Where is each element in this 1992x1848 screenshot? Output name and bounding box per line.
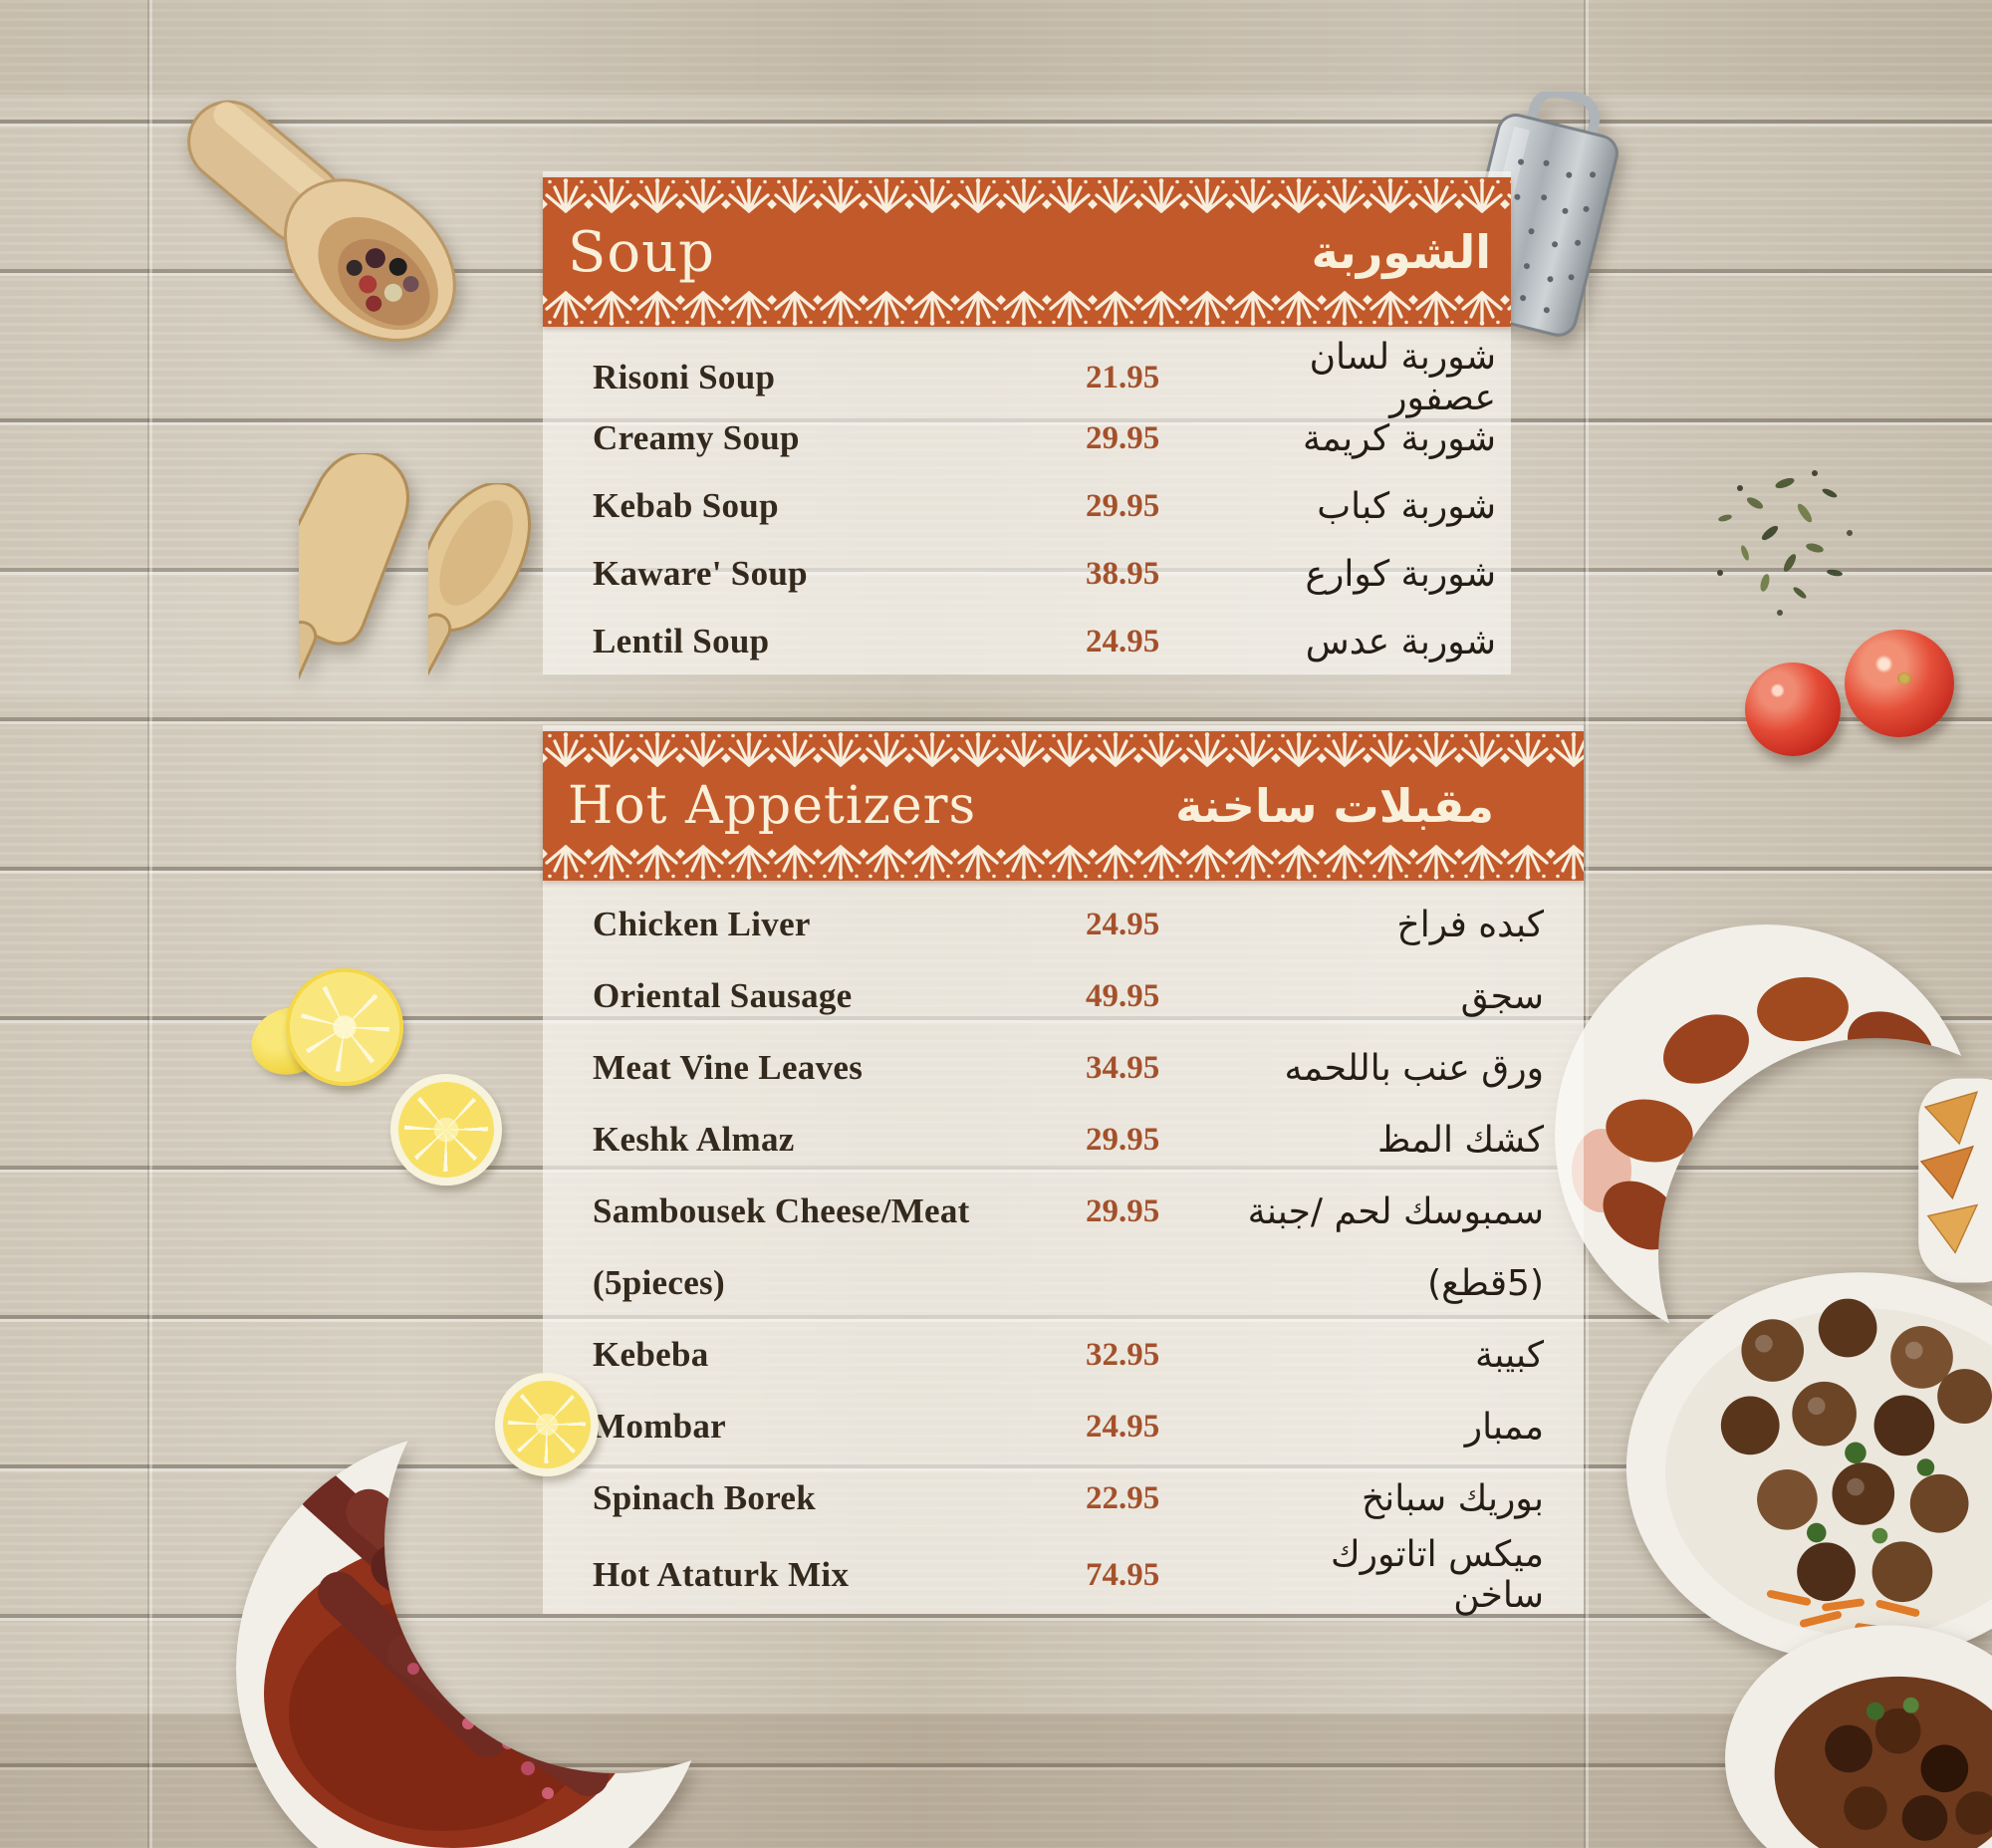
item-name-en: Sambousek Cheese/Meat: [593, 1191, 970, 1230]
item-name-ar: كبيبة: [1474, 1334, 1544, 1376]
menu-item-row: Mombar 24.95 ممبار: [593, 1391, 1544, 1462]
item-name-en: (5pieces): [593, 1263, 725, 1302]
menu-item-row: Kebab Soup 29.95 شوربة كباب: [593, 472, 1496, 540]
item-name-en: Risoni Soup: [593, 358, 776, 396]
meatball-plate-photo: [1625, 1272, 1992, 1663]
lemon-slice-photo: [390, 1074, 502, 1186]
item-name-ar: كشك المظ: [1377, 1119, 1544, 1161]
item-name-en: Mombar: [593, 1407, 726, 1446]
kibbeh-plate-photo: [1555, 924, 1977, 1347]
item-name-en: Kebeba: [593, 1335, 709, 1374]
item-price: 49.95: [1086, 977, 1160, 1014]
wooden-spatula-photo: [299, 453, 409, 924]
lemon-half-photo: [286, 968, 403, 1086]
pepper-scoop-photo: [187, 100, 456, 342]
lace-border-icon: [543, 731, 1584, 767]
item-price: 21.95: [1086, 359, 1160, 396]
item-name-en: Creamy Soup: [593, 418, 800, 457]
item-name-en: Oriental Sausage: [593, 976, 853, 1015]
wood-seam-left: [149, 0, 152, 1848]
item-name-ar: شوربة كوارع: [1305, 553, 1496, 595]
item-price: 24.95: [1086, 1408, 1160, 1445]
item-name-ar: شوربة لسان عصفور: [1309, 337, 1496, 418]
item-name-en: Meat Vine Leaves: [593, 1048, 864, 1087]
menu-item-row: Hot Ataturk Mix 74.95 ميكس اتاتورك ساخن: [593, 1534, 1544, 1616]
item-name-ar: شوربة كريمة: [1302, 417, 1496, 459]
item-name-en: Kaware' Soup: [593, 554, 808, 593]
item-name-ar: بوريك سبانخ: [1361, 1477, 1544, 1519]
item-name-ar: شوربة عدس: [1305, 621, 1496, 662]
tomato-photo: [1845, 630, 1954, 737]
menu-item-row: Risoni Soup 21.95 شوربة لسان عصفور: [593, 337, 1496, 418]
hot-appetizers-title-ar: مقبلات ساخنة: [1175, 779, 1494, 833]
hot-appetizers-section: Hot Appetizers مقبلات ساخنة Chicken Live…: [543, 725, 1584, 1617]
soup-title-ar: الشوربة: [1311, 225, 1491, 279]
soup-section: Soup الشوربة Risoni Soup 21.95 شوربة لسان …: [543, 171, 1511, 674]
menu-item-row: Chicken Liver 24.95 كبده فراخ: [593, 889, 1544, 960]
menu-item-row: Sambousek Cheese/Meat 29.95 سمبوسك لحم /جب…: [593, 1176, 1544, 1247]
item-name-ar: (5قطع): [1427, 1262, 1544, 1304]
menu-item-row: Spinach Borek 22.95 بوريك سبانخ: [593, 1462, 1544, 1534]
item-name-en: Keshk Almaz: [593, 1120, 795, 1159]
menu-item-row: Creamy Soup 29.95 شوربة كريمة: [593, 404, 1496, 472]
item-price: 29.95: [1086, 1192, 1160, 1229]
samosa-plate-photo: [1918, 1078, 1992, 1283]
hot-appetizers-header-banner: Hot Appetizers مقبلات ساخنة: [543, 731, 1584, 881]
tomato-photo: [1745, 662, 1841, 756]
item-name-en: Kebab Soup: [593, 486, 779, 525]
sausage-dish-photo: [236, 1432, 710, 1848]
wooden-spoon-photo: [428, 483, 532, 895]
item-price: 22.95: [1086, 1479, 1160, 1516]
item-price: 34.95: [1086, 1049, 1160, 1086]
plank-shade-top: [0, 0, 1992, 95]
item-price: 24.95: [1086, 623, 1160, 660]
menu-item-row: Kaware' Soup 38.95 شوربة كوارع: [593, 540, 1496, 608]
item-price: 74.95: [1086, 1556, 1160, 1593]
item-name-en: Chicken Liver: [593, 905, 811, 943]
item-name-ar: سمبوسك لحم /جبنة: [1247, 1190, 1544, 1232]
menu-item-row: (5pieces) (5قطع): [593, 1247, 1544, 1319]
lace-border-icon: [543, 845, 1584, 881]
soup-items-list: Risoni Soup 21.95 شوربة لسان عصفور Creamy S…: [543, 327, 1511, 675]
menu-item-row: Kebeba 32.95 كبيبة: [593, 1319, 1544, 1391]
item-price: 32.95: [1086, 1336, 1160, 1373]
item-name-ar: ورق عنب باللحمه: [1284, 1047, 1544, 1089]
item-name-en: Lentil Soup: [593, 622, 770, 660]
thyme-herbs-photo: [1717, 470, 1853, 616]
menu-item-row: Oriental Sausage 49.95 سجق: [593, 960, 1544, 1032]
wood-seam-right: [1586, 0, 1589, 1848]
item-name-ar: شوربة كباب: [1317, 485, 1496, 527]
soup-header-banner: Soup الشوربة: [543, 177, 1511, 327]
item-name-ar: ميكس اتاتورك ساخن: [1330, 1534, 1544, 1616]
item-name-ar: كبده فراخ: [1396, 904, 1544, 945]
item-name-ar: سجق: [1460, 975, 1544, 1017]
item-price: 24.95: [1086, 906, 1160, 942]
meat-stew-dish-photo: [1725, 1625, 1992, 1848]
item-price: 29.95: [1086, 419, 1160, 456]
item-name-ar: ممبار: [1464, 1406, 1544, 1448]
menu-item-row: Lentil Soup 24.95 شوربة عدس: [593, 608, 1496, 675]
menu-item-row: Keshk Almaz 29.95 كشك المظ: [593, 1104, 1544, 1176]
hot-appetizers-items-list: Chicken Liver 24.95 كبده فراخ Oriental Saus…: [543, 881, 1584, 1617]
soup-title-en: Soup: [568, 219, 715, 285]
lace-border-icon: [543, 177, 1511, 213]
item-price: 29.95: [1086, 1121, 1160, 1158]
menu-item-row: Meat Vine Leaves 34.95 ورق عنب باللحمه: [593, 1032, 1544, 1104]
hot-appetizers-title-en: Hot Appetizers: [568, 776, 977, 836]
item-price: 29.95: [1086, 487, 1160, 524]
lace-border-icon: [543, 291, 1511, 327]
item-price: 38.95: [1086, 555, 1160, 592]
